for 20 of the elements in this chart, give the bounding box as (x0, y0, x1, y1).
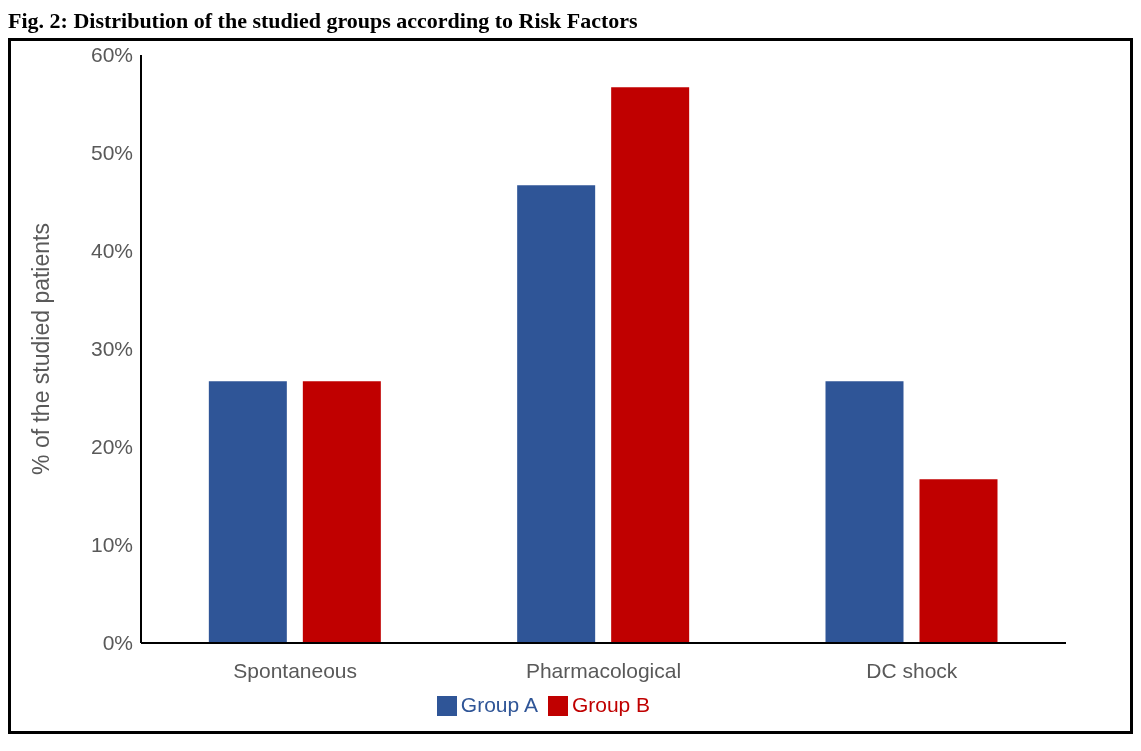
y-tick-label: 30% (90, 337, 133, 361)
bar (208, 381, 287, 643)
x-tick-label: Spontaneous (233, 658, 358, 682)
y-tick-label: 0% (102, 631, 133, 655)
y-tick-label: 50% (90, 141, 133, 165)
y-tick-label: 10% (90, 533, 133, 557)
bar (611, 87, 690, 643)
y-axis-title: % of the studied patients (28, 223, 55, 475)
chart-title: Fig. 2: Distribution of the studied groups according to Risk Factors (8, 8, 639, 34)
y-tick-label: 20% (90, 435, 133, 459)
legend-label: Group B (571, 693, 651, 716)
bar (302, 381, 381, 643)
x-tick-label: DC shock (866, 658, 958, 682)
bar (517, 185, 596, 643)
bar (825, 381, 904, 643)
legend-label: Group A (460, 693, 538, 716)
x-tick-label: Pharmacological (525, 658, 682, 682)
bar (919, 479, 998, 643)
y-tick-label: 60% (90, 43, 133, 67)
y-tick-label: 40% (90, 239, 133, 263)
